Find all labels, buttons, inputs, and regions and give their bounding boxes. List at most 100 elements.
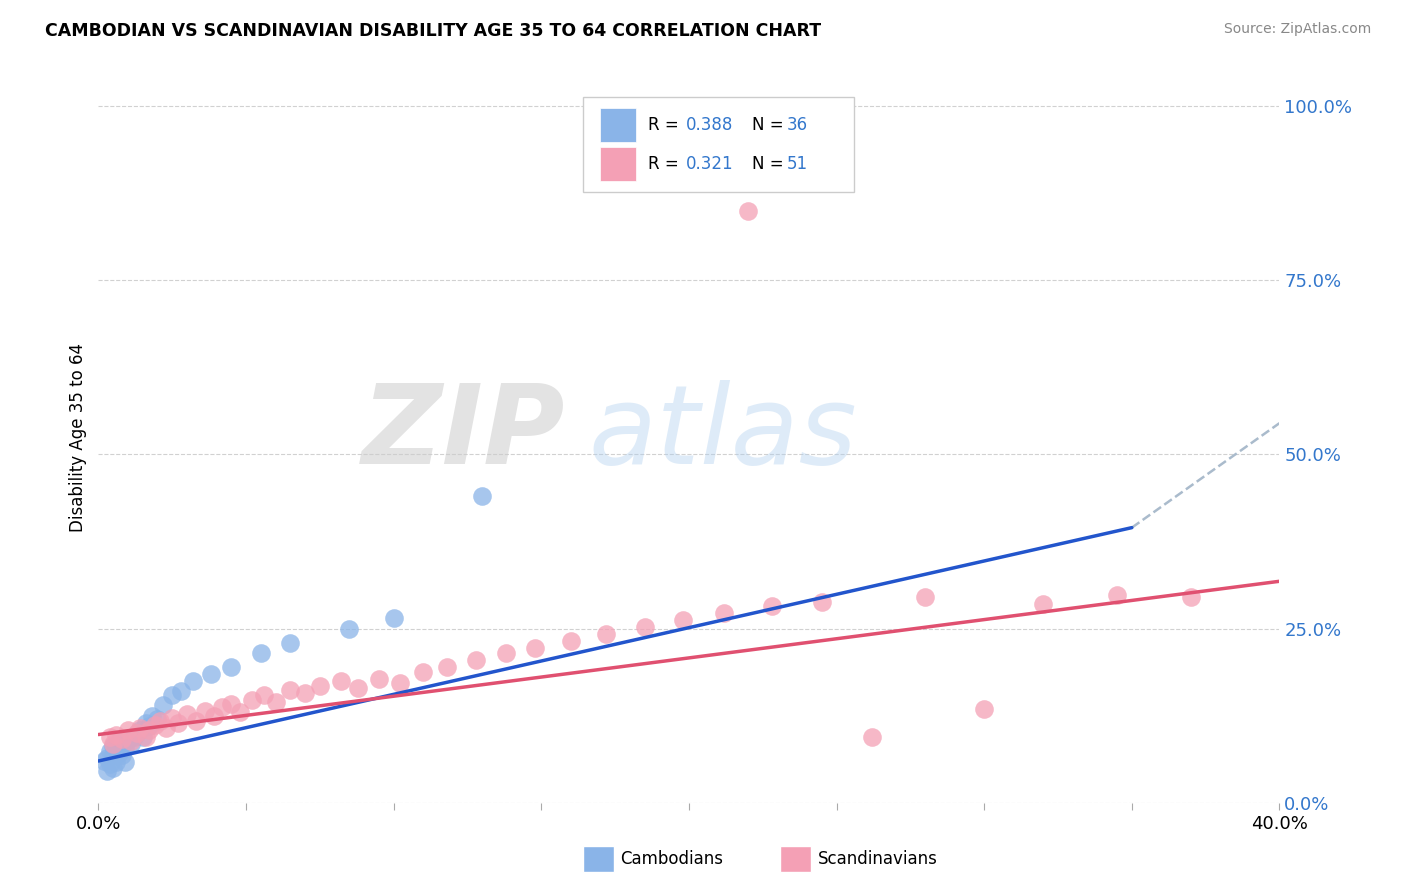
Point bbox=[162, 711, 183, 725]
Point bbox=[138, 723, 160, 737]
Point bbox=[138, 719, 160, 733]
Point bbox=[221, 697, 243, 711]
Text: CAMBODIAN VS SCANDINAVIAN DISABILITY AGE 35 TO 64 CORRELATION CHART: CAMBODIAN VS SCANDINAVIAN DISABILITY AGE… bbox=[45, 22, 821, 40]
Text: Cambodians: Cambodians bbox=[620, 850, 723, 868]
Point bbox=[471, 489, 494, 503]
Text: atlas: atlas bbox=[589, 380, 858, 487]
Point bbox=[280, 635, 302, 649]
Point bbox=[152, 698, 174, 713]
Point bbox=[194, 704, 217, 718]
Point bbox=[117, 723, 139, 737]
Point bbox=[132, 730, 155, 744]
Point bbox=[495, 646, 517, 660]
Point bbox=[181, 673, 204, 688]
Point bbox=[149, 714, 172, 728]
Text: 0.321: 0.321 bbox=[685, 155, 733, 173]
Point bbox=[810, 595, 832, 609]
Point bbox=[120, 737, 142, 751]
Point bbox=[135, 715, 157, 730]
Point bbox=[122, 730, 145, 744]
FancyBboxPatch shape bbox=[582, 97, 855, 192]
Text: 36: 36 bbox=[787, 116, 808, 134]
Point bbox=[98, 743, 121, 757]
Point bbox=[128, 723, 150, 737]
Text: Scandinavians: Scandinavians bbox=[818, 850, 938, 868]
Point bbox=[103, 761, 125, 775]
Point bbox=[294, 686, 316, 700]
Point bbox=[339, 622, 361, 636]
Point bbox=[221, 660, 243, 674]
Point bbox=[103, 739, 125, 753]
Point bbox=[141, 708, 163, 723]
Text: 51: 51 bbox=[787, 155, 808, 173]
Text: N =: N = bbox=[752, 155, 789, 173]
Text: R =: R = bbox=[648, 155, 683, 173]
Point bbox=[96, 764, 118, 779]
Point bbox=[103, 737, 125, 751]
Point bbox=[1107, 588, 1129, 602]
Point bbox=[120, 734, 142, 748]
Point bbox=[114, 741, 136, 756]
Point bbox=[96, 750, 118, 764]
Point bbox=[1032, 597, 1054, 611]
Point bbox=[388, 676, 411, 690]
Point bbox=[103, 748, 125, 763]
Point bbox=[634, 620, 657, 634]
Point bbox=[713, 607, 735, 621]
Point bbox=[125, 726, 148, 740]
Point bbox=[382, 611, 405, 625]
Point bbox=[98, 757, 121, 772]
Point bbox=[560, 634, 582, 648]
Point bbox=[347, 681, 370, 695]
Point bbox=[105, 756, 128, 770]
Point bbox=[105, 741, 128, 756]
Point bbox=[412, 665, 434, 679]
Bar bbox=[600, 108, 636, 142]
Point bbox=[309, 679, 332, 693]
Point bbox=[117, 733, 139, 747]
Point bbox=[280, 682, 302, 697]
Point bbox=[167, 715, 190, 730]
Point bbox=[128, 721, 150, 735]
Point bbox=[108, 734, 131, 748]
Point bbox=[111, 731, 134, 746]
Point bbox=[176, 706, 198, 721]
Point bbox=[524, 641, 547, 656]
Point bbox=[595, 627, 617, 641]
Point bbox=[170, 684, 193, 698]
Point bbox=[105, 727, 128, 741]
Point bbox=[143, 718, 166, 732]
Point bbox=[329, 673, 352, 688]
Point bbox=[264, 695, 287, 709]
Text: R =: R = bbox=[648, 116, 683, 134]
Point bbox=[146, 712, 169, 726]
Point bbox=[737, 203, 759, 218]
Point bbox=[436, 660, 458, 674]
Point bbox=[125, 726, 148, 740]
Point bbox=[860, 730, 883, 744]
Point bbox=[93, 754, 115, 768]
Point bbox=[368, 672, 391, 686]
Bar bbox=[600, 147, 636, 181]
Point bbox=[211, 699, 233, 714]
Text: N =: N = bbox=[752, 116, 789, 134]
Point bbox=[761, 599, 783, 614]
Point bbox=[111, 748, 134, 763]
Point bbox=[672, 613, 695, 627]
Point bbox=[98, 730, 121, 744]
Point bbox=[229, 705, 252, 719]
Point bbox=[202, 708, 225, 723]
Point bbox=[240, 692, 263, 706]
Point bbox=[465, 653, 488, 667]
Point bbox=[184, 714, 207, 728]
Text: Source: ZipAtlas.com: Source: ZipAtlas.com bbox=[1223, 22, 1371, 37]
Text: 0.388: 0.388 bbox=[685, 116, 733, 134]
Point bbox=[114, 756, 136, 770]
Y-axis label: Disability Age 35 to 64: Disability Age 35 to 64 bbox=[69, 343, 87, 532]
Point bbox=[155, 721, 177, 735]
Point bbox=[250, 646, 273, 660]
Point bbox=[973, 702, 995, 716]
Point bbox=[914, 591, 936, 605]
Point bbox=[253, 688, 276, 702]
Point bbox=[162, 688, 183, 702]
